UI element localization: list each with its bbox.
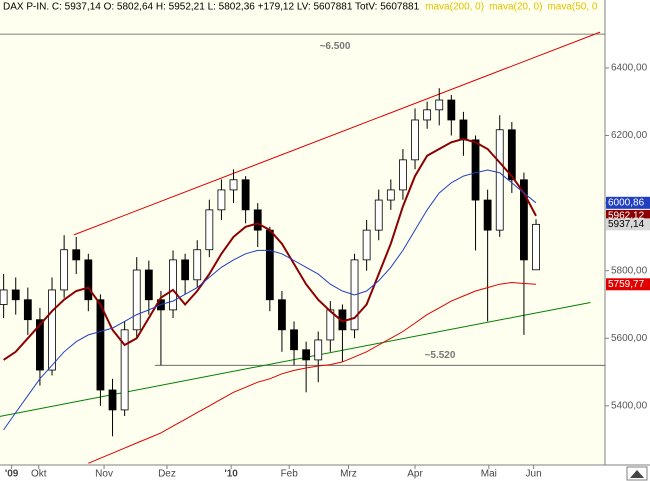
candle-body	[96, 299, 105, 391]
candle-body	[60, 249, 69, 291]
ma-line	[88, 281, 537, 464]
candle-body	[48, 289, 56, 371]
candle-body	[314, 339, 323, 361]
candle-body	[132, 269, 141, 331]
x-tick-label: Feb	[281, 469, 299, 480]
trend-line	[0, 301, 591, 417]
candle-body	[520, 179, 528, 261]
y-tick-label: 5800,00	[611, 265, 648, 276]
corner-icon-glyph	[630, 470, 644, 478]
candle-body	[36, 319, 44, 371]
x-tick-label: Apr	[407, 469, 423, 480]
x-tick-label: Okt	[31, 469, 47, 480]
candle-body	[399, 159, 407, 191]
candle-body	[205, 209, 214, 251]
candle-body	[507, 129, 516, 181]
price-tag	[606, 218, 650, 231]
x-tick-label: Nov	[95, 469, 113, 480]
candle-body	[241, 179, 250, 211]
candle-body	[411, 119, 419, 161]
legend-entry: mava(20, 0)	[489, 2, 542, 13]
ma-line	[3, 137, 537, 361]
price-tag	[606, 196, 650, 209]
trend-line	[73, 31, 601, 236]
x-tick-label: '10	[224, 469, 238, 480]
candle-body	[11, 289, 20, 301]
candle-body	[374, 199, 383, 231]
candle-body	[217, 189, 226, 211]
candle-body	[265, 229, 274, 301]
y-tick-label: 6400,00	[611, 63, 648, 74]
x-tick-label: Mai	[481, 469, 497, 480]
candle-body	[386, 189, 395, 201]
x-tick-label: Dez	[158, 469, 176, 480]
candle-body	[23, 299, 32, 321]
candle-body	[84, 259, 93, 301]
candle-body	[0, 289, 8, 305]
candle-body	[144, 269, 153, 301]
y-axis-area	[605, 0, 650, 481]
x-tick-label: Mrz	[340, 469, 357, 480]
candle-body	[532, 223, 540, 271]
candle-body	[290, 329, 298, 351]
candle-body	[495, 129, 504, 231]
plot-area	[0, 0, 605, 465]
price-tag-label: 5962,12	[608, 211, 645, 222]
price-tag	[606, 278, 650, 291]
level-label: ~5.520	[425, 350, 456, 361]
x-tick-label: Jun	[526, 469, 542, 480]
y-tick-label: 5400,00	[611, 401, 648, 412]
candle-body	[471, 139, 480, 201]
legend-entry: mava(200, 0)	[425, 2, 484, 13]
candle-body	[447, 99, 456, 121]
candle-body	[229, 179, 238, 191]
candle-body	[435, 99, 444, 111]
candle-body	[302, 349, 311, 361]
y-tick-label: 5600,00	[611, 333, 648, 344]
level-label: ~6.500	[320, 41, 351, 52]
ma-line	[3, 169, 537, 431]
price-tag-label: 6000,86	[608, 197, 645, 208]
y-tick-label: 6200,00	[611, 130, 648, 141]
candle-body	[72, 249, 81, 261]
price-tag-label: 5759,77	[608, 279, 645, 290]
candle-body	[120, 329, 129, 411]
candle-body	[193, 249, 202, 281]
candle-body	[169, 259, 177, 311]
candle-body	[362, 229, 371, 261]
candle-body	[483, 199, 492, 231]
x-tick-label: '09	[5, 469, 19, 480]
candle-body	[278, 299, 286, 331]
candle-body	[181, 259, 190, 281]
chart-title: DAX P-IN. C: 5937,14 O: 5802,64 H: 5952,…	[3, 2, 420, 13]
candle-body	[459, 119, 468, 141]
candle-body	[423, 109, 432, 121]
candle-body	[253, 209, 262, 231]
candle-body	[108, 389, 117, 411]
price-tag-label: 5937,14	[608, 219, 645, 230]
legend-entry: mava(50, 0	[547, 2, 597, 13]
